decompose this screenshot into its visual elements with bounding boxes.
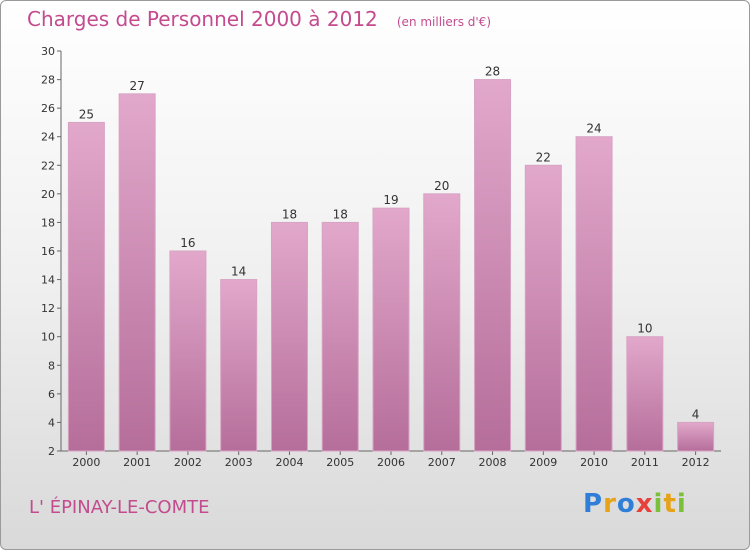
y-tick-label: 26 [41, 102, 55, 115]
y-tick-label: 30 [41, 45, 55, 58]
title-row: Charges de Personnel 2000 à 2012 (en mil… [27, 7, 491, 31]
bar [677, 421, 715, 452]
logo-letter: i [676, 489, 687, 519]
x-tick-label: 2004 [275, 456, 303, 469]
bar [575, 136, 613, 452]
bar [169, 250, 207, 452]
y-tick-label: 20 [41, 188, 55, 201]
y-tick-label: 16 [41, 245, 55, 258]
bar [321, 221, 359, 452]
x-tick-label: 2009 [529, 456, 557, 469]
chart-subtitle: (en milliers d'€) [396, 15, 491, 29]
bar [220, 279, 258, 452]
bar-value-label: 24 [586, 122, 601, 136]
y-tick-label: 4 [48, 416, 55, 429]
logo-letter: i [653, 489, 664, 519]
y-tick-label: 6 [48, 388, 55, 401]
data-labels: 25 27 16 14 18 18 19 20 28 22 24 10 4 [79, 65, 700, 422]
x-tick-label: 2003 [225, 456, 253, 469]
y-tick-label: 12 [41, 302, 55, 315]
y-tick-label: 28 [41, 74, 55, 87]
bar [270, 221, 308, 452]
y-tick-label: 14 [41, 274, 55, 287]
x-tick-label: 2010 [580, 456, 608, 469]
place-name: L' ÉPINAY-LE-COMTE [29, 497, 210, 518]
bar [474, 79, 512, 452]
x-tick-label: 2007 [428, 456, 456, 469]
logo-letter: P [583, 489, 604, 519]
bar-value-label: 10 [637, 322, 652, 336]
bar [626, 336, 664, 452]
bar-value-label: 28 [485, 65, 500, 79]
y-tick-label: 10 [41, 331, 55, 344]
logo-letter: o [616, 489, 636, 519]
bar-value-label: 14 [231, 265, 246, 279]
x-tick-label: 2012 [682, 456, 710, 469]
logo-letter: t [663, 489, 677, 519]
bar [118, 93, 156, 452]
x-tick-label: 2002 [174, 456, 202, 469]
bar [423, 193, 461, 452]
proxiti-logo: Proxiti [583, 489, 687, 519]
logo-letter: x [635, 489, 654, 519]
x-tick-label: 2005 [326, 456, 354, 469]
x-tick-label: 2001 [123, 456, 151, 469]
bar-value-label: 4 [692, 407, 700, 421]
x-tick-label: 2011 [631, 456, 659, 469]
x-tick-label: 2006 [377, 456, 405, 469]
y-tick-label: 8 [48, 359, 55, 372]
bars [67, 79, 715, 452]
bar [372, 207, 410, 452]
bar-value-label: 16 [180, 236, 195, 250]
bar-value-label: 19 [383, 193, 398, 207]
bar [67, 121, 105, 452]
y-tick-label: 18 [41, 216, 55, 229]
bar-value-label: 20 [434, 179, 449, 193]
bar [524, 164, 562, 452]
y-tick-label: 2 [48, 445, 55, 458]
bar-value-label: 22 [536, 150, 551, 164]
bar-value-label: 18 [333, 207, 348, 221]
x-tick-label: 2000 [72, 456, 100, 469]
chart-title: Charges de Personnel 2000 à 2012 [27, 7, 378, 31]
logo-letter: r [603, 489, 617, 519]
bar-value-label: 27 [130, 79, 145, 93]
bar-value-label: 18 [282, 207, 297, 221]
x-tick-label: 2008 [479, 456, 507, 469]
y-tick-label: 24 [41, 131, 55, 144]
y-tick-label: 22 [41, 159, 55, 172]
bar-value-label: 25 [79, 107, 94, 121]
